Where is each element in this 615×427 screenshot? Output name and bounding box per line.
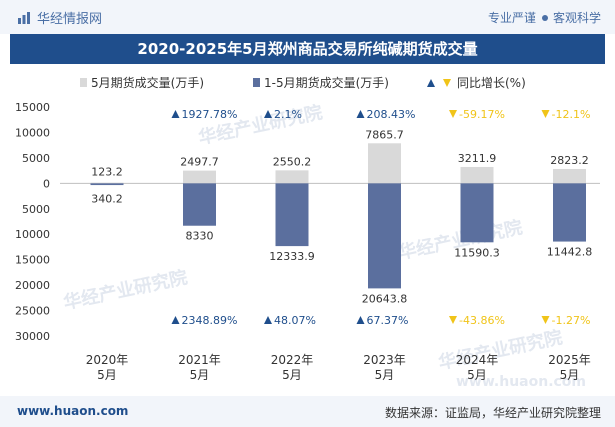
down-arrow-icon	[541, 316, 550, 324]
growth-label-monthly: -59.17%	[459, 108, 505, 121]
watermark-url: www.huaon.com	[456, 374, 586, 390]
data-label-cumulative: 340.2	[91, 192, 123, 205]
tag-objective: 客观科学	[552, 11, 601, 25]
brand-name: 华经情报网	[37, 12, 103, 27]
header-tags: 专业严谨 客观科学	[488, 9, 601, 26]
down-arrow-icon	[449, 110, 457, 118]
x-tick-label: 5月	[282, 368, 302, 382]
x-tick-label: 5月	[375, 368, 395, 382]
bar-monthly	[368, 143, 401, 184]
growth-label-cumulative: 2348.89%	[182, 314, 238, 327]
data-label-monthly: 2497.7	[180, 156, 219, 169]
growth-label-monthly: 1927.78%	[182, 108, 238, 121]
bottom-bar: www.huaon.com 数据来源：证监局，华经产业研究院整理	[0, 396, 615, 427]
growth-label-monthly: 2.1%	[274, 108, 302, 121]
top-bar: 华经情报网 专业严谨 客观科学	[0, 0, 615, 34]
y-tick-label: 5000	[22, 203, 50, 216]
growth-label-cumulative: 67.37%	[367, 314, 409, 327]
legend-swatch-0	[80, 78, 87, 87]
x-tick-label: 2022年	[271, 353, 314, 367]
data-label-cumulative: 12333.9	[269, 250, 315, 263]
down-arrow-icon	[541, 110, 550, 118]
legend-label-0: 5月期货成交量(万手)	[91, 75, 204, 90]
data-label-cumulative: 20643.8	[362, 292, 408, 305]
chart: 华经产业研究院华经产业研究院华经产业研究院华经产业研究院www.huaon.co…	[15, 75, 600, 390]
x-tick-label: 5月	[97, 368, 117, 382]
data-label-cumulative: 11590.3	[454, 246, 500, 259]
up-arrow-icon	[264, 110, 272, 118]
y-tick-label: 5000	[22, 152, 50, 165]
bar-monthly	[90, 182, 124, 184]
bar-cumulative	[275, 183, 309, 247]
up-arrow-icon	[356, 316, 365, 324]
legend-label-1: 1-5月期货成交量(万手)	[264, 75, 389, 90]
growth-label-cumulative: -43.86%	[459, 314, 505, 327]
down-arrow-icon	[449, 316, 457, 324]
logo-icon	[18, 11, 30, 24]
bar-cumulative	[553, 183, 586, 242]
bar-cumulative	[368, 183, 401, 289]
legend-up-icon	[427, 79, 435, 87]
growth-label-monthly: 208.43%	[367, 108, 416, 121]
data-label-cumulative: 8330	[186, 230, 214, 243]
bar-monthly	[460, 166, 494, 184]
y-tick-label: 15000	[15, 254, 50, 267]
y-tick-label: 0	[43, 177, 50, 190]
bar-cumulative	[90, 183, 124, 186]
bar-monthly	[275, 170, 309, 184]
legend-swatch-1	[253, 78, 260, 87]
data-label-monthly: 2823.2	[550, 154, 589, 167]
x-tick-label: 2021年	[178, 353, 221, 367]
tag-professional: 专业严谨	[487, 11, 536, 25]
growth-label-cumulative: -1.27%	[552, 314, 591, 327]
y-tick-label: 10000	[15, 126, 50, 139]
site-url[interactable]: www.huaon.com	[17, 404, 129, 418]
x-tick-label: 2024年	[456, 353, 499, 367]
up-arrow-icon	[171, 110, 180, 118]
up-arrow-icon	[356, 110, 365, 118]
x-tick-label: 5月	[560, 368, 580, 382]
y-tick-label: 20000	[15, 279, 50, 292]
data-label-cumulative: 11442.8	[547, 246, 593, 259]
x-tick-label: 5月	[467, 368, 487, 382]
data-label-monthly: 7865.7	[365, 128, 404, 141]
y-tick-label: 10000	[15, 228, 50, 241]
x-tick-label: 2023年	[363, 353, 406, 367]
y-tick-label: 15000	[15, 101, 50, 114]
bar-cumulative	[183, 183, 216, 226]
bar-monthly	[553, 168, 586, 184]
x-tick-label: 2025年	[548, 353, 591, 367]
watermark-2: 华经产业研究院	[61, 266, 189, 314]
x-tick-label: 2020年	[86, 353, 129, 367]
data-label-monthly: 3211.9	[458, 152, 497, 165]
data-source: 数据来源：证监局，华经产业研究院整理	[384, 406, 601, 420]
growth-label-monthly: -12.1%	[552, 108, 591, 121]
y-tick-label: 25000	[15, 305, 50, 318]
dot-icon	[541, 14, 548, 21]
y-tick-label: 30000	[15, 330, 50, 343]
up-arrow-icon	[171, 316, 180, 324]
data-label-monthly: 2550.2	[273, 155, 312, 168]
up-arrow-icon	[264, 316, 272, 324]
chart-title: 2020-2025年5月郑州商品交易所纯碱期货成交量	[10, 34, 605, 64]
legend-down-icon	[443, 79, 451, 87]
growth-label-cumulative: 48.07%	[274, 314, 316, 327]
bar-cumulative	[460, 183, 494, 243]
x-tick-label: 5月	[190, 368, 210, 382]
legend-label-growth: 同比增长(%)	[457, 76, 526, 90]
brand: 华经情报网	[17, 8, 102, 27]
bar-monthly	[183, 170, 216, 184]
data-label-monthly: 123.2	[91, 165, 123, 178]
